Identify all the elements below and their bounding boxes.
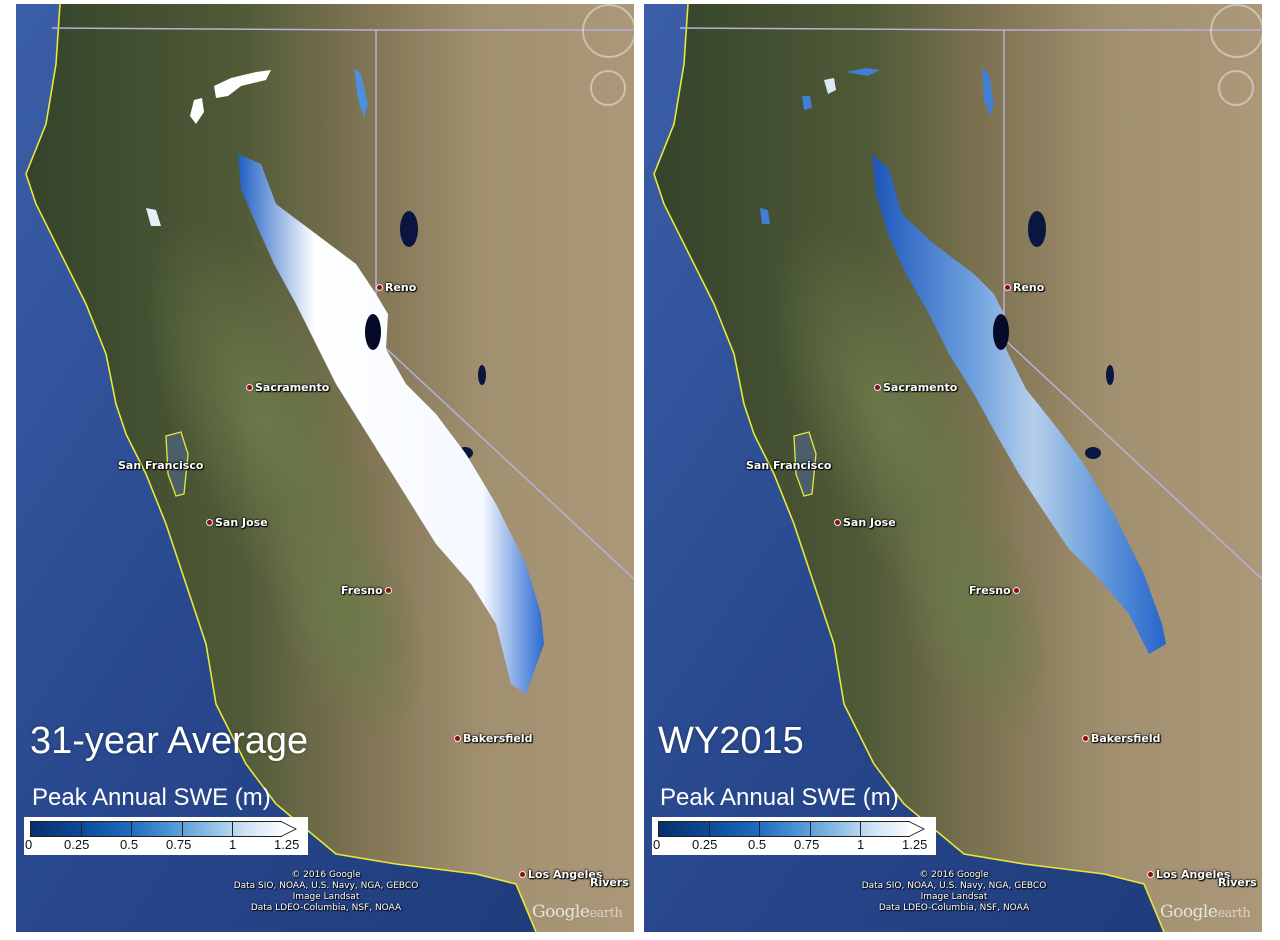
city-label: Bakersfield [463,732,533,745]
colorbar-tick-label: 1.25 [902,837,928,852]
city-pin-icon [834,519,841,526]
city-label: Reno [385,281,417,294]
city-label: Rivers [590,876,629,889]
panel-title: WY2015 [658,720,804,762]
city-marker-fresno[interactable]: Fresno [969,584,1020,597]
city-marker-fresno[interactable]: Fresno [341,584,392,597]
satellite-map [644,4,1262,932]
city-label: Los Angeles [1156,868,1231,881]
city-label: Fresno [341,584,383,597]
city-marker-san-jose[interactable]: San Jose [834,516,896,529]
google-earth-logo: Googleearth [532,902,623,922]
city-label: Reno [1013,281,1045,294]
navigation-compass-ring[interactable] [1210,4,1262,58]
colorbar-tick-label: 0 [25,837,33,852]
city-label: San Francisco [118,459,204,472]
colorbar-tick-label: 0.25 [64,837,90,852]
city-pin-icon [454,735,461,742]
map-panel-wy2015[interactable]: Reno Sacramento San Francisco San Jose F… [644,4,1262,932]
city-label: Fresno [969,584,1011,597]
map-attribution: © 2016 Google Data SIO, NOAA, U.S. Navy,… [861,870,1047,913]
zoom-control-ring[interactable] [1218,70,1254,106]
navigation-compass-ring[interactable] [582,4,634,58]
colorbar-tick-label: 1 [857,837,865,852]
colorbar-tick-label: 0.75 [794,837,820,852]
satellite-map [16,4,634,932]
city-pin-icon [1012,587,1020,594]
city-marker-riverside[interactable]: Rivers [1218,876,1257,889]
city-marker-los-angeles[interactable]: Los Angeles [519,868,602,881]
map-attribution: © 2016 Google Data SIO, NOAA, U.S. Navy,… [233,870,419,913]
colorbar-tick-label: 0 [653,837,661,852]
colorbar [658,821,910,837]
city-pin-icon [1004,284,1011,291]
city-marker-san-jose[interactable]: San Jose [206,516,268,529]
city-pin-icon [246,384,253,391]
city-pin-icon [874,384,881,391]
city-label: San Jose [843,516,896,529]
city-marker-san-francisco[interactable]: San Francisco [746,459,831,472]
city-label: Sacramento [255,381,330,394]
colorbar-tick-label: 1 [229,837,237,852]
city-label: Rivers [1218,876,1257,889]
zoom-control-ring[interactable] [590,70,626,106]
colorbar-legend: 0 0.25 0.5 0.75 1 1.25 [652,817,936,855]
city-label: San Jose [215,516,268,529]
city-pin-icon [1147,871,1154,878]
city-pin-icon [206,519,213,526]
city-marker-sacramento[interactable]: Sacramento [874,381,957,394]
colorbar [30,821,282,837]
city-marker-bakersfield[interactable]: Bakersfield [1082,732,1161,745]
panel-title: 31-year Average [30,720,309,762]
city-marker-bakersfield[interactable]: Bakersfield [454,732,533,745]
colorbar-tick-label: 0.25 [692,837,718,852]
colorbar-legend: 0 0.25 0.5 0.75 1 1.25 [24,817,308,855]
city-marker-sacramento[interactable]: Sacramento [246,381,329,394]
city-marker-reno[interactable]: Reno [376,281,416,294]
colorbar-tick-label: 0.5 [120,837,139,852]
colorbar-tick-label: 1.25 [274,837,300,852]
city-label: San Francisco [746,459,832,472]
city-pin-icon [519,871,526,878]
city-marker-los-angeles[interactable]: Los Angeles [1147,868,1230,881]
colorbar-tick-label: 0.5 [748,837,767,852]
map-panel-31-year-average[interactable]: Reno Sacramento San Francisco San Jose F… [16,4,634,932]
legend-title: Peak Annual SWE (m) [660,784,899,811]
city-label: Bakersfield [1091,732,1161,745]
city-label: Los Angeles [528,868,603,881]
city-marker-san-francisco[interactable]: San Francisco [118,459,203,472]
google-earth-logo: Googleearth [1160,902,1251,922]
legend-title: Peak Annual SWE (m) [32,784,271,811]
city-pin-icon [1082,735,1089,742]
city-label: Sacramento [883,381,958,394]
city-pin-icon [384,587,392,594]
city-pin-icon [376,284,383,291]
colorbar-tick-label: 0.75 [166,837,192,852]
city-marker-reno[interactable]: Reno [1004,281,1044,294]
city-marker-riverside[interactable]: Rivers [590,876,629,889]
